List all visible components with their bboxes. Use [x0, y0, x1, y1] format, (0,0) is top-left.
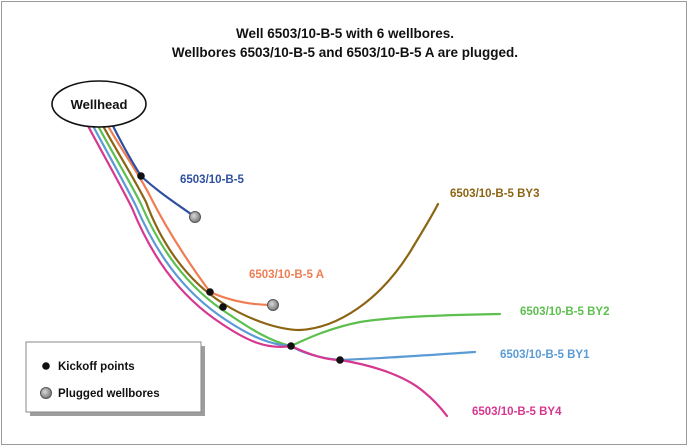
- diagram-title-line1: Well 6503/10-B-5 with 6 wellbores.: [236, 26, 454, 41]
- wellbore-label-b5-by2: 6503/10-B-5 BY2: [520, 306, 610, 318]
- legend-box: [25, 341, 202, 413]
- wellhead-label: Wellhead: [71, 97, 128, 112]
- legend: Kickoff points Plugged wellbores: [25, 341, 205, 416]
- legend-kickoff-label: Kickoff points: [58, 361, 135, 373]
- wellbore-path-b5-by1: [90, 122, 477, 362]
- kickoff-point-1: [137, 172, 145, 180]
- diagram-title-line2: Wellbores 6503/10-B-5 and 6503/10-B-5 A …: [172, 45, 518, 60]
- wellbore-path-b5-by3: [100, 122, 440, 332]
- wellbore-path-b5-by2: [95, 122, 502, 348]
- plugged-marker-b5: [189, 211, 201, 223]
- wellbore-label-b5-by1: 6503/10-B-5 BY1: [500, 349, 590, 361]
- kickoff-point-2: [206, 288, 214, 296]
- kickoff-point-4: [287, 342, 295, 350]
- wellhead-ellipse: [51, 80, 147, 128]
- legend-plugged-label: Plugged wellbores: [58, 388, 160, 400]
- wellbore-path-b5-by4: [85, 122, 449, 418]
- legend-kickoff-dot: [42, 362, 50, 370]
- wellbore-label-b5-a: 6503/10-B-5 A: [249, 269, 324, 281]
- wellbore-label-b5: 6503/10-B-5: [180, 174, 245, 186]
- legend-plugged-marker: [40, 387, 52, 399]
- wellbore-label-b5-by4: 6503/10-B-5 BY4: [472, 406, 562, 418]
- wellbore-path-b5-a: [105, 122, 275, 307]
- wellbore-label-b5-by3: 6503/10-B-5 BY3: [450, 188, 540, 200]
- kickoff-point-5: [336, 356, 344, 364]
- kickoff-point-3: [219, 303, 227, 311]
- plugged-marker-b5-a: [267, 299, 279, 311]
